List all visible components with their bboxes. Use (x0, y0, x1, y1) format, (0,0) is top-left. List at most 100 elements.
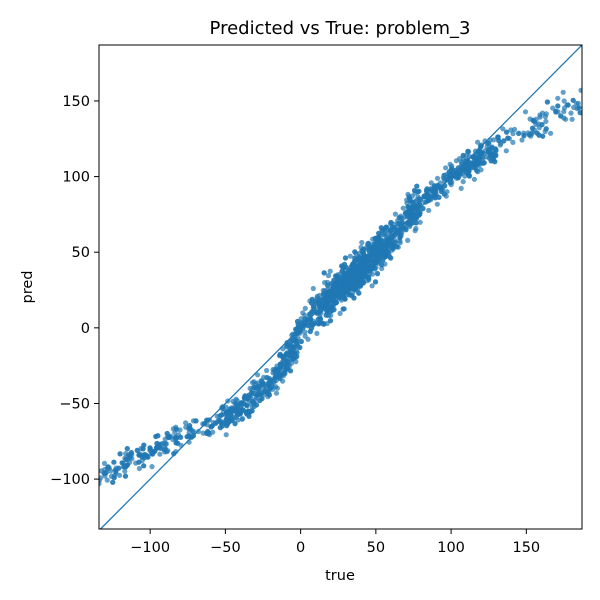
scatter-point (369, 283, 375, 289)
y-tick-label: 100 (62, 170, 90, 186)
scatter-point (377, 240, 383, 246)
scatter-point (305, 323, 311, 329)
scatter-point (315, 316, 321, 323)
scatter-point (284, 352, 290, 358)
scatter-point (341, 270, 347, 276)
scatter-point (272, 375, 278, 381)
scatter-point (345, 289, 351, 295)
scatter-point (327, 306, 333, 312)
scatter-point (371, 259, 377, 265)
scatter-point (429, 188, 435, 194)
scatter-point (186, 433, 192, 439)
scatter-point (404, 214, 410, 220)
scatter-point (227, 418, 233, 425)
x-tick-label: 0 (296, 540, 305, 556)
scatter-point (392, 240, 398, 246)
scatter-point (384, 239, 391, 245)
scatter-point (267, 385, 273, 391)
scatter-point (399, 219, 405, 225)
scatter-point (284, 358, 290, 364)
scatter-point (446, 169, 452, 175)
scatter-point (277, 375, 283, 381)
scatter-point (334, 273, 340, 279)
scatter-point (530, 117, 536, 123)
reference-line-layer (99, 45, 582, 529)
scatter-point (289, 352, 295, 358)
scatter-point (259, 390, 265, 396)
scatter-point (280, 354, 286, 361)
scatter-point (358, 265, 364, 271)
scatter-point (421, 193, 427, 199)
scatter-point (274, 367, 280, 373)
scatter-point (366, 248, 372, 254)
scatter-point (460, 179, 466, 185)
scatter-point (474, 167, 480, 174)
scatter-point (471, 176, 477, 182)
scatter-point (534, 130, 540, 136)
scatter-point (294, 318, 301, 325)
scatter-point (425, 192, 431, 198)
scatter-point (539, 110, 546, 116)
scatter-point (253, 402, 260, 408)
scatter-point (414, 203, 421, 209)
scatter-point (254, 392, 260, 398)
scatter-point (117, 451, 123, 457)
scatter-point (136, 452, 142, 458)
scatter-point (464, 164, 470, 170)
scatter-point (124, 446, 130, 452)
scatter-point (187, 425, 193, 431)
scatter-point (160, 440, 167, 446)
scatter-point (149, 464, 155, 470)
scatter-point (438, 188, 444, 194)
scatter-point (431, 183, 437, 189)
scatter-point (414, 197, 420, 203)
x-tick-label: 100 (437, 540, 465, 556)
scatter-point (155, 433, 161, 439)
scatter-point (348, 280, 354, 286)
scatter-point (228, 408, 234, 414)
scatter-point (491, 137, 497, 143)
scatter-point (565, 102, 571, 108)
scatter-point (362, 266, 368, 272)
scatter-point (248, 390, 255, 396)
scatter-point (259, 380, 265, 386)
scatter-point (539, 122, 545, 128)
plot-frame (98, 44, 583, 530)
scatter-point (193, 418, 199, 424)
scatter-point (302, 305, 308, 311)
scatter-point (501, 138, 507, 144)
scatter-point (223, 409, 230, 415)
scatter-point (510, 131, 516, 137)
scatter-point (511, 126, 518, 132)
x-axis-label: true (325, 568, 355, 584)
scatter-point (376, 251, 382, 257)
scatter-point (543, 118, 549, 124)
scatter-point (337, 310, 343, 316)
scatter-point (374, 271, 381, 277)
scatter-point (327, 268, 333, 274)
scatter-point (339, 292, 345, 298)
scatter-point (223, 432, 229, 438)
scatter-point (543, 126, 549, 132)
scatter-point (405, 191, 411, 197)
x-tick-label: −50 (210, 540, 241, 556)
scatter-point (366, 274, 372, 280)
scatter-point (99, 481, 102, 487)
scatter-point (542, 114, 549, 120)
scatter-point (206, 430, 212, 436)
scatter-point (253, 385, 259, 391)
scatter-point (505, 135, 511, 141)
scatter-point (351, 295, 357, 301)
scatter-point (361, 252, 367, 258)
scatter-point (329, 286, 335, 292)
scatter-point (257, 397, 263, 404)
scatter-point (302, 329, 308, 335)
scatter-point (356, 255, 362, 261)
scatter-point (104, 477, 110, 483)
scatter-point (555, 95, 561, 101)
scatter-point (495, 134, 501, 140)
scatter-point (411, 206, 417, 212)
scatter-point (297, 344, 303, 351)
scatter-point (360, 279, 366, 285)
